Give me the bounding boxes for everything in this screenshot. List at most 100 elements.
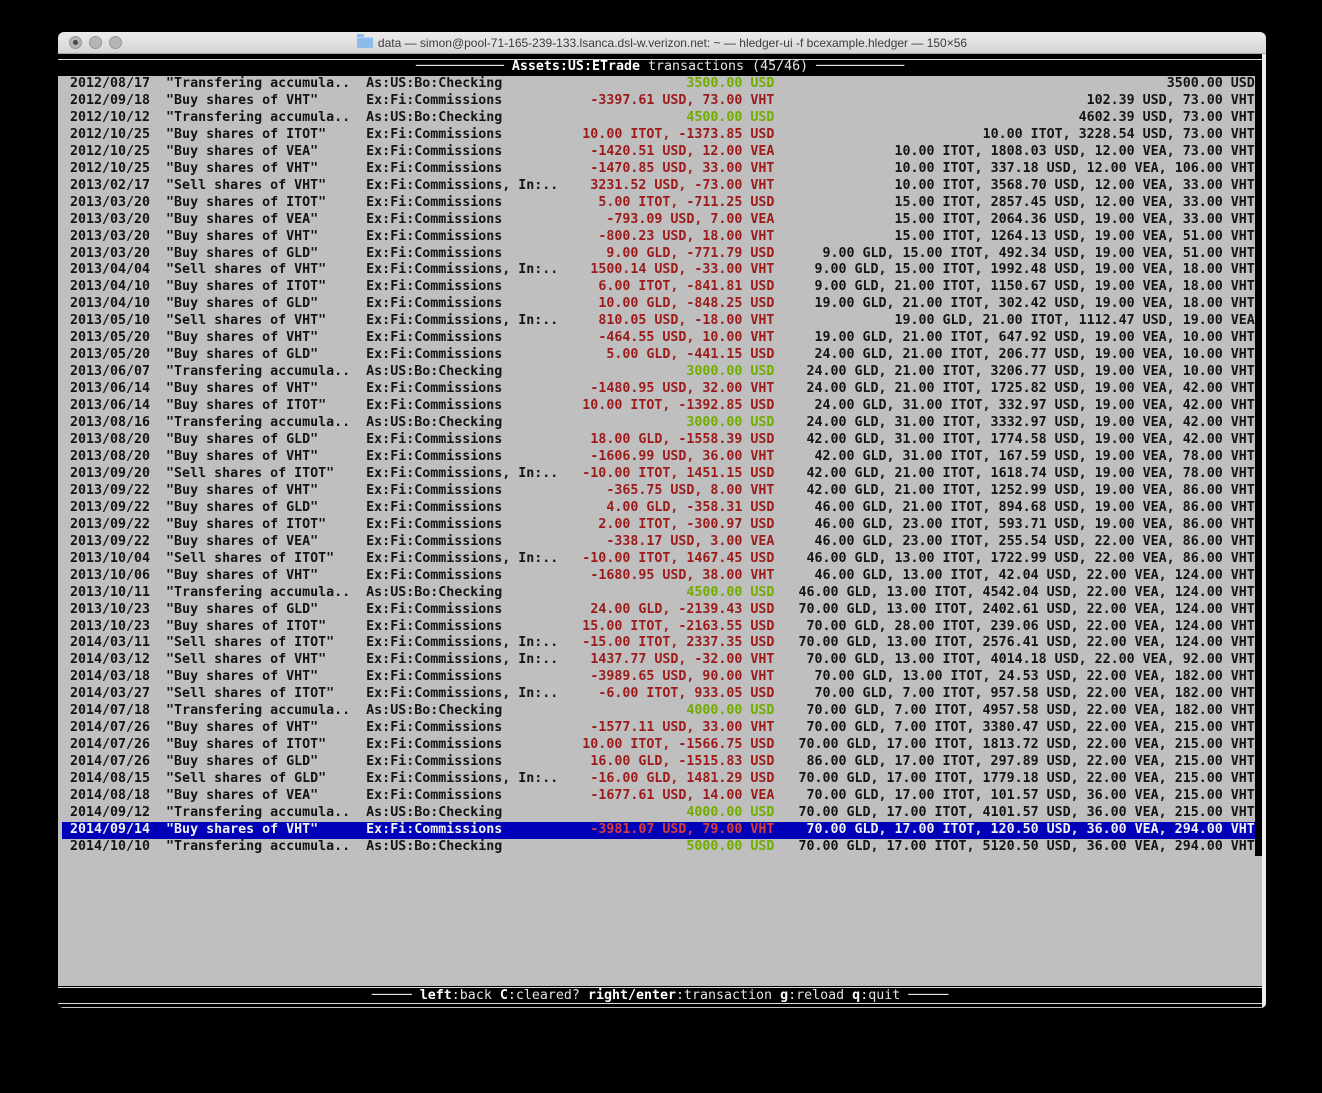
- transaction-row[interactable]: 2012/09/18 "Buy shares of VHT" Ex:Fi:Commi…: [62, 93, 1263, 110]
- txn-other-accounts: As:US:Bo:Checking: [366, 703, 503, 719]
- txn-running-balance: 10.00 ITOT, 3228.54 USD, 73.00 VHT: [982, 126, 1255, 142]
- txn-change-amount: -1606.99 USD, 36.00 VHT: [590, 448, 775, 464]
- transaction-row[interactable]: 2012/10/12 "Transfering accumula.. As:US:B…: [62, 110, 1263, 127]
- transaction-row[interactable]: 2014/03/27 "Sell shares of ITOT" Ex:Fi:Com…: [62, 686, 1263, 703]
- transaction-row[interactable]: 2013/04/10 "Buy shares of ITOT" Ex:Fi:Comm…: [62, 279, 1263, 296]
- transaction-row[interactable]: 2013/04/04 "Sell shares of VHT" Ex:Fi:Comm…: [62, 262, 1263, 279]
- txn-running-balance: 4602.39 USD, 73.00 VHT: [1078, 109, 1255, 125]
- txn-description: "Buy shares of ITOT": [166, 516, 327, 532]
- transaction-row[interactable]: 2013/10/11 "Transfering accumula.. As:US:B…: [62, 585, 1263, 602]
- txn-change-amount: 18.00 GLD, -1558.39 USD: [590, 432, 775, 448]
- txn-description: "Buy shares of GLD": [166, 245, 319, 261]
- transaction-row[interactable]: 2012/10/25 "Buy shares of ITOT" Ex:Fi:Comm…: [62, 127, 1263, 144]
- transaction-row[interactable]: 2013/03/20 "Buy shares of VHT" Ex:Fi:Commi…: [62, 229, 1263, 246]
- row-gap: [150, 534, 166, 551]
- footer-hint-separator: [772, 988, 780, 1003]
- txn-description: "Sell shares of ITOT": [166, 550, 335, 566]
- header-account-name: Assets:US:ETrade: [511, 59, 640, 74]
- row-gap: [150, 76, 166, 93]
- close-button[interactable]: [69, 36, 82, 49]
- row-left-margin: [62, 127, 70, 144]
- transaction-row[interactable]: 2013/10/23 "Buy shares of ITOT" Ex:Fi:Comm…: [62, 619, 1263, 636]
- transaction-row[interactable]: 2014/09/12 "Transfering accumula.. As:US:B…: [62, 805, 1263, 822]
- transaction-row[interactable]: 2013/03/20 "Buy shares of GLD" Ex:Fi:Commi…: [62, 246, 1263, 263]
- row-left-margin: [62, 500, 70, 517]
- txn-change-amount: 1500.14 USD, -33.00 VHT: [590, 262, 775, 278]
- txn-change-amount: -10.00 ITOT, 1467.45 USD: [582, 550, 775, 566]
- txn-description: "Buy shares of VHT": [166, 567, 319, 583]
- transaction-row[interactable]: 2014/07/26 "Buy shares of GLD" Ex:Fi:Commi…: [62, 754, 1263, 771]
- txn-date: 2013/03/20: [70, 211, 151, 227]
- row-gap: [150, 652, 166, 669]
- transaction-row[interactable]: 2013/09/22 "Buy shares of VHT" Ex:Fi:Commi…: [62, 483, 1263, 500]
- transaction-row[interactable]: 2014/08/18 "Buy shares of VEA" Ex:Fi:Commi…: [62, 788, 1263, 805]
- txn-change-amount: 4000.00 USD: [686, 703, 775, 719]
- transaction-row[interactable]: 2013/10/06 "Buy shares of VHT" Ex:Fi:Commi…: [62, 568, 1263, 585]
- transaction-row[interactable]: 2013/10/04 "Sell shares of ITOT" Ex:Fi:Com…: [62, 551, 1263, 568]
- transaction-row[interactable]: 2014/03/18 "Buy shares of VHT" Ex:Fi:Commi…: [62, 669, 1263, 686]
- window-titlebar[interactable]: data — simon@pool-71-165-239-133.lsanca.…: [58, 32, 1266, 54]
- txn-description: "Buy shares of VHT": [166, 720, 319, 736]
- transaction-row[interactable]: 2013/03/20 "Buy shares of ITOT" Ex:Fi:Comm…: [62, 195, 1263, 212]
- transaction-row[interactable]: 2013/06/14 "Buy shares of ITOT" Ex:Fi:Comm…: [62, 398, 1263, 415]
- transaction-row[interactable]: 2013/05/10 "Sell shares of VHT" Ex:Fi:Comm…: [62, 313, 1263, 330]
- row-left-margin: [62, 178, 70, 195]
- transaction-row[interactable]: 2014/03/12 "Sell shares of VHT" Ex:Fi:Comm…: [62, 652, 1263, 669]
- transaction-row[interactable]: 2012/10/25 "Buy shares of VEA" Ex:Fi:Commi…: [62, 144, 1263, 161]
- transaction-row[interactable]: 2013/04/10 "Buy shares of GLD" Ex:Fi:Commi…: [62, 296, 1263, 313]
- txn-running-balance: 15.00 ITOT, 2857.45 USD, 12.00 VEA, 33.0…: [894, 194, 1255, 210]
- transaction-row[interactable]: 2013/09/22 "Buy shares of GLD" Ex:Fi:Commi…: [62, 500, 1263, 517]
- transaction-row[interactable]: 2013/10/23 "Buy shares of GLD" Ex:Fi:Commi…: [62, 602, 1263, 619]
- txn-date: 2012/09/18: [70, 92, 151, 108]
- txn-date: 2013/09/22: [70, 516, 151, 532]
- txn-date: 2013/09/22: [70, 482, 151, 498]
- row-gap: [150, 330, 166, 347]
- zoom-button[interactable]: [109, 36, 122, 49]
- transaction-row[interactable]: 2014/08/15 "Sell shares of GLD" Ex:Fi:Comm…: [62, 771, 1263, 788]
- transaction-row[interactable]: 2013/08/20 "Buy shares of VHT" Ex:Fi:Commi…: [62, 449, 1263, 466]
- txn-date: 2012/10/25: [70, 126, 151, 142]
- txn-other-accounts: As:US:Bo:Checking: [366, 76, 503, 91]
- transaction-row[interactable]: 2013/05/20 "Buy shares of VHT" Ex:Fi:Commi…: [62, 330, 1263, 347]
- txn-other-accounts: Ex:Fi:Commissions: [366, 245, 503, 261]
- transaction-row[interactable]: 2014/07/18 "Transfering accumula.. As:US:B…: [62, 703, 1263, 720]
- transaction-row[interactable]: 2014/07/26 "Buy shares of ITOT" Ex:Fi:Comm…: [62, 737, 1263, 754]
- txn-change-amount: -1577.11 USD, 33.00 VHT: [590, 720, 775, 736]
- row-left-margin: [62, 483, 70, 500]
- transaction-row[interactable]: 2013/06/07 "Transfering accumula.. As:US:B…: [62, 364, 1263, 381]
- txn-change-amount: -6.00 ITOT, 933.05 USD: [598, 686, 775, 702]
- row-left-margin: [62, 686, 70, 703]
- transaction-row-selected[interactable]: 2014/09/14 "Buy shares of VHT" Ex:Fi:Commi…: [62, 821, 1263, 839]
- txn-change-amount: -15.00 ITOT, 2337.35 USD: [582, 635, 775, 651]
- row-gap: [150, 483, 166, 500]
- transaction-row[interactable]: 2013/09/22 "Buy shares of VEA" Ex:Fi:Commi…: [62, 534, 1263, 551]
- txn-date: 2014/07/18: [70, 703, 151, 719]
- transaction-row[interactable]: 2012/10/25 "Buy shares of VHT" Ex:Fi:Commi…: [62, 161, 1263, 178]
- txn-date: 2013/08/16: [70, 415, 151, 431]
- transaction-row[interactable]: 2014/07/26 "Buy shares of VHT" Ex:Fi:Commi…: [62, 720, 1263, 737]
- txn-date: 2014/03/12: [70, 652, 151, 668]
- transaction-row[interactable]: 2012/08/17 "Transfering accumula.. As:US:B…: [62, 76, 1263, 93]
- transaction-row[interactable]: 2013/08/20 "Buy shares of GLD" Ex:Fi:Commi…: [62, 432, 1263, 449]
- transaction-row[interactable]: 2013/06/14 "Buy shares of VHT" Ex:Fi:Commi…: [62, 381, 1263, 398]
- transaction-row[interactable]: 2013/02/17 "Sell shares of VHT" Ex:Fi:Comm…: [62, 178, 1263, 195]
- transaction-row[interactable]: 2013/03/20 "Buy shares of VEA" Ex:Fi:Commi…: [62, 212, 1263, 229]
- minimize-button[interactable]: [89, 36, 102, 49]
- transaction-row[interactable]: 2013/08/16 "Transfering accumula.. As:US:B…: [62, 415, 1263, 432]
- transaction-row[interactable]: 2013/09/22 "Buy shares of ITOT" Ex:Fi:Comm…: [62, 517, 1263, 534]
- txn-change-amount: -3989.65 USD, 90.00 VHT: [590, 669, 775, 685]
- row-left-margin: [62, 568, 70, 585]
- transaction-row[interactable]: 2013/09/20 "Sell shares of ITOT" Ex:Fi:Com…: [62, 466, 1263, 483]
- txn-date: 2014/07/26: [70, 720, 151, 736]
- transaction-row[interactable]: 2013/05/20 "Buy shares of GLD" Ex:Fi:Commi…: [62, 347, 1263, 364]
- txn-description: "Buy shares of VEA": [166, 788, 319, 804]
- txn-running-balance: 24.00 GLD, 21.00 ITOT, 1725.82 USD, 19.0…: [806, 381, 1255, 397]
- txn-other-accounts: Ex:Fi:Commissions: [366, 398, 503, 414]
- row-gap: [150, 602, 166, 619]
- transaction-row[interactable]: 2014/03/11 "Sell shares of ITOT" Ex:Fi:Com…: [62, 635, 1263, 652]
- row-gap: [150, 686, 166, 703]
- txn-running-balance: 15.00 ITOT, 1264.13 USD, 19.00 VEA, 51.0…: [894, 228, 1255, 244]
- txn-other-accounts: Ex:Fi:Commissions: [366, 720, 503, 736]
- transaction-row[interactable]: 2014/10/10 "Transfering accumula.. As:US:B…: [62, 839, 1263, 856]
- row-left-margin: [62, 737, 70, 754]
